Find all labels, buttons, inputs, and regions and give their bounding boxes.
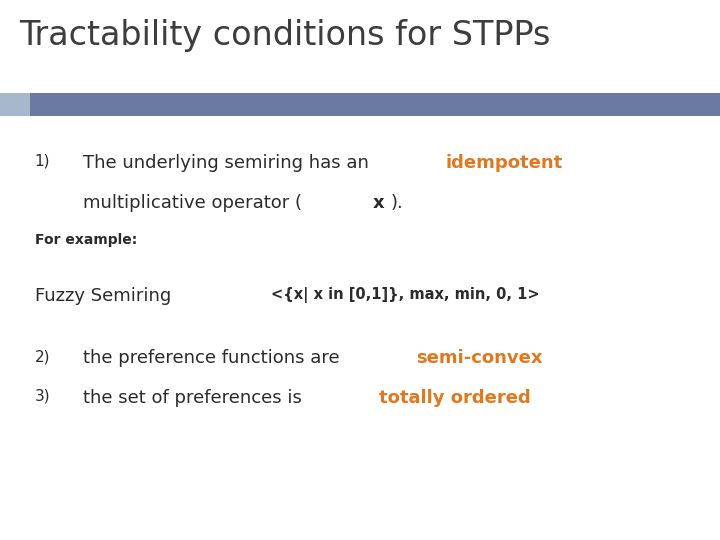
Text: 3): 3) (35, 389, 50, 404)
Text: x: x (373, 194, 384, 212)
Text: totally ordered: totally ordered (379, 389, 531, 407)
Text: semi-convex: semi-convex (417, 349, 543, 367)
Bar (30, 93, 720, 116)
Text: Fuzzy Semiring: Fuzzy Semiring (35, 287, 171, 305)
Text: <{x| x in [0,1]}, max, min, 0, 1>: <{x| x in [0,1]}, max, min, 0, 1> (271, 287, 540, 303)
Text: Tractability conditions for STPPs: Tractability conditions for STPPs (19, 19, 551, 52)
Text: The underlying semiring has an: The underlying semiring has an (83, 154, 374, 172)
Text: For example:: For example: (35, 233, 137, 247)
Text: 2): 2) (35, 349, 50, 364)
Text: 1): 1) (35, 154, 50, 169)
Bar (0, 93, 30, 116)
Text: multiplicative operator (: multiplicative operator ( (83, 194, 302, 212)
Text: idempotent: idempotent (446, 154, 563, 172)
Text: the preference functions are: the preference functions are (83, 349, 345, 367)
Text: ).: ). (391, 194, 404, 212)
Text: the set of preferences is: the set of preferences is (83, 389, 307, 407)
